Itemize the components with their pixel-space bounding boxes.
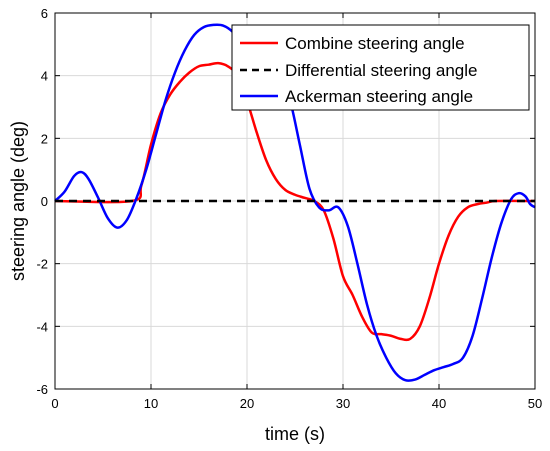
x-tick-label: 50 — [528, 396, 542, 411]
y-axis-ticks: -6 -4 -2 0 2 4 6 — [36, 6, 535, 397]
y-tick-label: 0 — [41, 194, 48, 209]
y-axis-label: steering angle (deg) — [8, 121, 28, 281]
legend-label-combine: Combine steering angle — [285, 34, 465, 53]
y-tick-label: 2 — [41, 131, 48, 146]
legend-box — [231, 24, 530, 111]
y-tick-label: -6 — [36, 382, 48, 397]
x-axis-ticks: 0 10 20 30 40 50 — [51, 13, 542, 411]
x-tick-label: 40 — [432, 396, 446, 411]
legend: Combine steering angle Differential stee… — [231, 24, 530, 111]
x-tick-label: 20 — [240, 396, 254, 411]
x-tick-label: 10 — [144, 396, 158, 411]
x-tick-label: 0 — [51, 396, 58, 411]
y-tick-label: -4 — [36, 319, 48, 334]
series-group — [54, 23, 536, 382]
legend-label-ackerman: Ackerman steering angle — [285, 87, 473, 106]
y-tick-label: 6 — [41, 6, 48, 21]
x-tick-label: 30 — [336, 396, 350, 411]
y-tick-label: -2 — [36, 257, 48, 272]
y-tick-label: 4 — [41, 69, 48, 84]
x-axis-label: time (s) — [265, 424, 325, 444]
series-line-ackerman — [54, 23, 536, 382]
legend-label-differential: Differential steering angle — [285, 61, 477, 80]
